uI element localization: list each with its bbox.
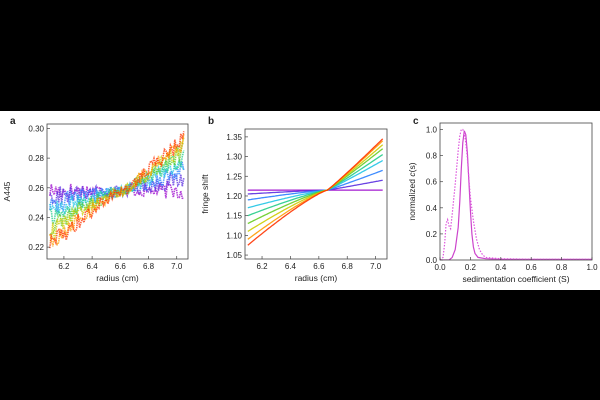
y-tick-label: 0.6 (426, 178, 438, 187)
x-tick-label: 0.4 (495, 263, 507, 272)
distribution-line-2 (440, 128, 592, 260)
chart-panel-c: 0.0 0.2 0.4 0.6 0.8 1.0 0.0 0.2 0.4 0.6 0.8 1.0 sedi… (407, 116, 598, 284)
plot-area (49, 131, 185, 249)
y-axis-label: fringe shift (200, 174, 210, 214)
figure-panel: 6.2 6.4 6.6 6.8 7.0 0.22 0.24 0.26 0.28 0.30 radiu… (0, 111, 600, 290)
scan-trace-6 (247, 148, 384, 225)
scan-trace-7 (247, 144, 384, 232)
plot-area (247, 138, 384, 246)
chart-panel-a: 6.2 6.4 6.6 6.8 7.0 0.22 0.24 0.26 0.28 0.30 radiu… (2, 116, 189, 283)
chart-panel-b: 6.2 6.4 6.6 6.8 7.0 1.05 1.10 1.15 1.20 1.25 1.30 1… (200, 116, 388, 283)
y-tick-label: 0.0 (426, 256, 438, 265)
x-tick-label: 6.4 (87, 262, 99, 271)
y-tick-label: 1.15 (226, 212, 242, 221)
figure-svg: 6.2 6.4 6.6 6.8 7.0 0.22 0.24 0.26 0.28 0.30 radiu… (2, 116, 598, 284)
y-tick-label: 1.30 (226, 153, 242, 162)
y-axis-label: normalized c(s) (407, 162, 417, 220)
scan-trace-9 (49, 131, 185, 249)
plot-frame (439, 122, 593, 261)
y-tick-label: 1.05 (226, 251, 242, 260)
scan-trace-3 (247, 169, 383, 201)
x-tick-label: 0.6 (526, 263, 538, 272)
scan-trace-6 (49, 142, 185, 236)
y-tick-label: 1.20 (226, 192, 242, 201)
x-tick-label: 1.0 (586, 263, 598, 272)
x-tick-label: 6.4 (285, 262, 297, 271)
plot-area (440, 128, 592, 260)
x-tick-label: 6.2 (256, 262, 268, 271)
y-tick-label: 0.8 (426, 152, 438, 161)
y-tick-label: 0.28 (28, 154, 44, 163)
scan-trace-4 (247, 159, 384, 209)
y-tick-label: 0.2 (426, 230, 438, 239)
y-tick-label: 1.10 (226, 231, 242, 240)
x-tick-label: 6.8 (143, 262, 155, 271)
panel-label: c (413, 116, 419, 127)
x-tick-label: 6.6 (115, 262, 127, 271)
y-tick-label: 1.0 (426, 126, 438, 135)
y-axis-label: A445 (2, 181, 12, 201)
x-tick-label: 0.0 (434, 263, 446, 272)
plot-frame (46, 123, 189, 260)
panel-label: b (208, 116, 214, 127)
x-tick-label: 6.8 (342, 262, 354, 271)
x-tick-label: 6.2 (58, 262, 70, 271)
plot-frame (244, 128, 388, 260)
x-tick-label: 6.6 (313, 262, 325, 271)
y-tick-label: 0.30 (28, 124, 44, 133)
scan-trace-5 (49, 150, 185, 227)
scan-trace-9 (247, 138, 384, 246)
y-tick-label: 1.25 (226, 172, 242, 181)
panel-label: a (10, 116, 16, 127)
x-axis-label: sedimentation coefficient (S) (462, 274, 569, 284)
scan-trace-5 (247, 154, 384, 217)
distribution-line-1 (440, 130, 592, 260)
y-tick-label: 0.26 (28, 184, 44, 193)
x-tick-label: 0.8 (556, 263, 568, 272)
y-tick-label: 0.4 (426, 204, 438, 213)
x-tick-label: 7.0 (171, 262, 183, 271)
y-tick-label: 1.35 (226, 133, 242, 142)
x-tick-label: 7.0 (370, 262, 382, 271)
x-tick-label: 0.2 (465, 263, 477, 272)
x-axis-label: radius (cm) (96, 273, 139, 283)
x-axis-label: radius (cm) (295, 273, 338, 283)
y-tick-label: 0.22 (28, 243, 44, 252)
y-tick-label: 0.24 (28, 213, 44, 222)
